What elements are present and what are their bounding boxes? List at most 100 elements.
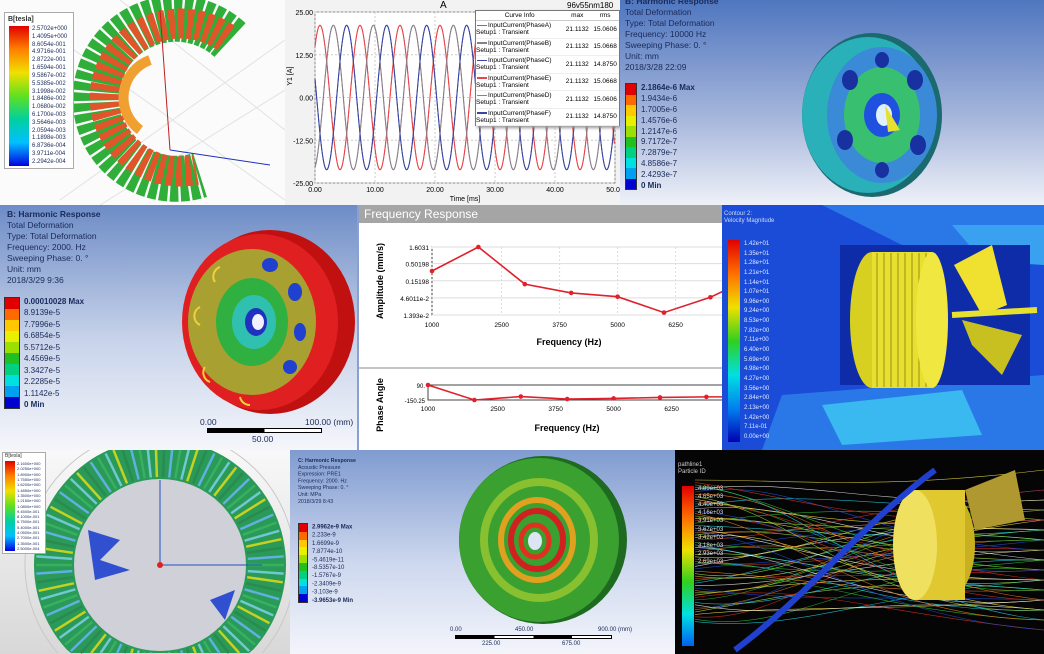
legend-value: 1.0680e-002 [32, 104, 66, 111]
y-tick-label: 0.15198 [406, 279, 430, 286]
stator-tooth [96, 456, 118, 490]
legend-value: -1.5767e-9 [312, 571, 342, 579]
legend-value: 1.3500e-001 [17, 540, 40, 546]
series-max: 21.1132 [565, 60, 589, 68]
pathline [694, 553, 1044, 584]
legend-swatch [299, 539, 307, 548]
legend-value: 6.6854e-5 [24, 331, 61, 341]
legend-value: 0.00e+00 [744, 433, 770, 440]
pathline [694, 488, 1044, 551]
cfd-velocity-panel: Contour 2: Velocity Magnitude 1.42e+01 1.… [722, 205, 1044, 450]
pathline [694, 568, 1044, 623]
info-line: Unit: mm [625, 51, 659, 61]
x-tick-label: 5000 [606, 406, 621, 413]
legend-title-2: Velocity Magnitude [724, 218, 775, 224]
stator-tooth [239, 513, 274, 531]
stator-tooth [36, 569, 73, 575]
x-tick-label: 50.00 [606, 187, 620, 194]
series-rms: 14.8750 [593, 113, 617, 121]
stator-tooth [233, 610, 266, 632]
stator-tooth [180, 650, 184, 654]
stator-tooth [54, 610, 87, 632]
stator-tooth [217, 629, 241, 654]
legend-value: 3.42e+03 [698, 534, 724, 541]
series-rms: 15.0606 [593, 25, 617, 33]
stator-tooth [58, 491, 90, 515]
info-line: Frequency: 2000. Hz [298, 477, 347, 484]
info-line: Sweeping Phase: 0. ° [7, 253, 89, 263]
legend-swatch [626, 136, 636, 147]
legend-value: 1.1898e-003 [32, 135, 66, 142]
legend-box: B[tesla] 2.1600e+000 2.0250e+000 1.8900e+0… [2, 452, 46, 554]
pathline [694, 599, 1044, 615]
legend-value: 9.96e+00 [744, 298, 770, 305]
pathline [694, 525, 1044, 536]
legend-value: 2.69e+03 [698, 558, 724, 565]
y-tick-label: 12.50 [295, 53, 313, 60]
info-line: Unit: mm [7, 264, 41, 274]
legend-value: 8.53e+00 [744, 318, 770, 325]
legend-value: 2.7000e-001 [17, 535, 40, 541]
legend-swatch [477, 42, 487, 44]
legend-swatch [477, 94, 487, 97]
stator-tooth [246, 575, 283, 584]
legend-value: 9.5867e-002 [32, 72, 66, 79]
legend-row: InputCurrent(PhaseF) Setup1 : Transient 21… [476, 109, 619, 126]
amplitude-point [708, 294, 713, 300]
stator-tooth [191, 646, 197, 654]
stator-tooth [230, 615, 262, 639]
phase-point [564, 396, 570, 402]
legend-swatch [626, 168, 636, 179]
legend-value: -3.103e-9 [312, 588, 338, 595]
legend-value: 4.89e+03 [698, 486, 724, 492]
legend-value: 2.93e+03 [698, 550, 724, 557]
legend-value: 1.6594e-001 [32, 65, 66, 72]
stator-tooth [64, 620, 94, 646]
y-tick-label: 4.6011e-2 [400, 296, 429, 303]
amplitude-point [661, 310, 667, 315]
pathline-model [694, 467, 1044, 653]
center-marker [157, 562, 163, 568]
series-name: InputCurrent(PhaseB) [488, 39, 552, 47]
series-max: 21.1132 [565, 78, 589, 86]
stator-tooth [244, 529, 280, 542]
legend-value: 2.2942e-004 [32, 158, 66, 165]
pathline [694, 604, 1044, 612]
pathline-panel: pathline1 Particle ID 4.89e+03 4.65e+03 4.… [675, 450, 1044, 654]
info-line: 2018/3/29 8:43 [298, 497, 334, 505]
legend-title: B[tesla] [5, 453, 22, 459]
y-tick-label: -25.00 [293, 181, 313, 188]
series-name: InputCurrent(PhaseC) [488, 57, 552, 65]
legend-swatch [626, 115, 636, 126]
info-line: Unit: MPa [298, 491, 322, 498]
x-tick-label: 20.00 [426, 187, 444, 194]
legend-value: 7.82e+00 [744, 327, 770, 334]
x-tick-label: 0.00 [308, 187, 322, 194]
legend-value: 7.11e-01 [744, 424, 768, 431]
panel-header [359, 205, 722, 223]
legend-value: 1.7550e+000 [17, 476, 41, 482]
stator-tooth [121, 450, 134, 482]
stator-tooth [43, 593, 78, 609]
input-current-chart-panel: 25.00 12.50 0.00 -12.50 -25.00 0.00 10.00 20.00… [285, 0, 620, 205]
stator-tooth [167, 450, 174, 478]
x-tick-label: 1000 [421, 406, 436, 413]
legend-value: 6.40e+00 [744, 347, 770, 354]
legend-title-2: Particle ID [678, 469, 706, 475]
legend-swatch [5, 331, 19, 342]
stator-tooth [180, 450, 190, 480]
pathline [694, 579, 1044, 624]
stator-tooth [38, 582, 75, 593]
stator-tooth [108, 640, 118, 654]
stator-tooth [245, 582, 282, 593]
legend-value: 1.2147e-6 [641, 126, 678, 136]
amplitude-point [568, 290, 574, 296]
legend-value: 1.6200e+000 [17, 482, 41, 488]
color-bar [682, 486, 694, 646]
legend-value: 3.91e+03 [698, 518, 724, 525]
series-max: 21.1132 [565, 43, 589, 51]
series-name: InputCurrent(PhaseF) [488, 109, 551, 117]
pathline [733, 467, 937, 653]
stator-tooth [76, 472, 103, 501]
legend-value: 1.4850e+000 [17, 487, 41, 493]
